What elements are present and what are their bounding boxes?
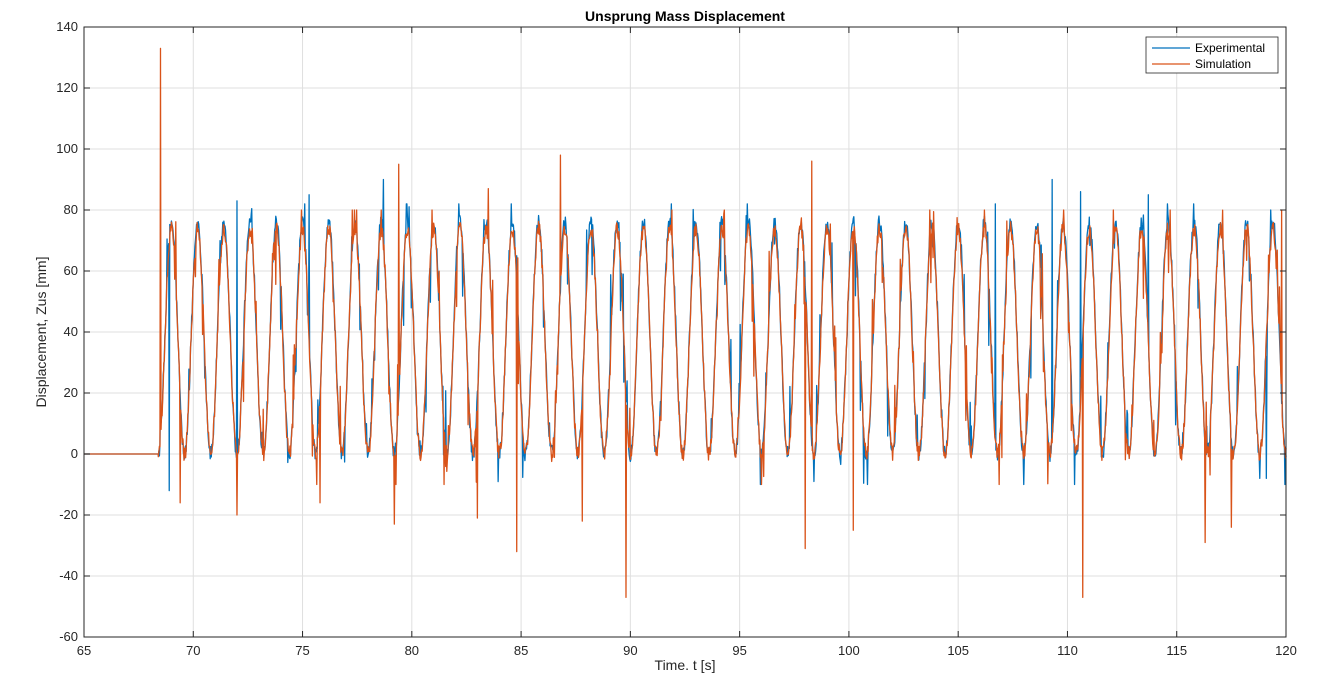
y-tick-label: 80 — [64, 202, 78, 217]
x-tick-label: 80 — [405, 643, 419, 658]
chart-title: Unsprung Mass Displacement — [585, 8, 785, 24]
y-tick-label: 60 — [64, 263, 78, 278]
legend-label-simulation: Simulation — [1195, 57, 1251, 71]
series-line-simulation — [84, 47, 1287, 598]
x-tick-label: 75 — [295, 643, 309, 658]
y-tick-label: 120 — [56, 80, 78, 95]
series-layer — [84, 47, 1287, 598]
y-tick-label: 100 — [56, 141, 78, 156]
y-tick-label: 20 — [64, 385, 78, 400]
x-tick-label: 90 — [623, 643, 637, 658]
y-axis: -60 -40 -20 0 20 40 60 80 100 120 140 — [56, 19, 1286, 644]
x-tick-label: 120 — [1275, 643, 1297, 658]
x-tick-label: 70 — [186, 643, 200, 658]
y-tick-label: 0 — [71, 446, 78, 461]
x-tick-label: 105 — [947, 643, 969, 658]
y-tick-label: 140 — [56, 19, 78, 34]
x-tick-label: 65 — [77, 643, 91, 658]
y-axis-label: Displacement, Zus [mm] — [33, 257, 49, 408]
legend: Experimental Simulation — [1145, 36, 1279, 74]
x-axis-label: Time. t [s] — [655, 657, 716, 673]
x-tick-label: 110 — [1057, 643, 1078, 658]
y-tick-label: -40 — [59, 568, 78, 583]
legend-label-experimental: Experimental — [1195, 41, 1265, 55]
y-tick-label: -60 — [59, 629, 78, 644]
x-tick-label: 95 — [732, 643, 746, 658]
x-tick-label: 115 — [1166, 643, 1187, 658]
y-tick-label: 40 — [64, 324, 78, 339]
x-tick-label: 100 — [838, 643, 860, 658]
x-axis: 65 70 75 80 85 90 95 100 105 110 115 120 — [77, 27, 1297, 658]
legend-box — [1145, 36, 1279, 74]
y-tick-label: -20 — [59, 507, 78, 522]
x-tick-label: 85 — [514, 643, 528, 658]
